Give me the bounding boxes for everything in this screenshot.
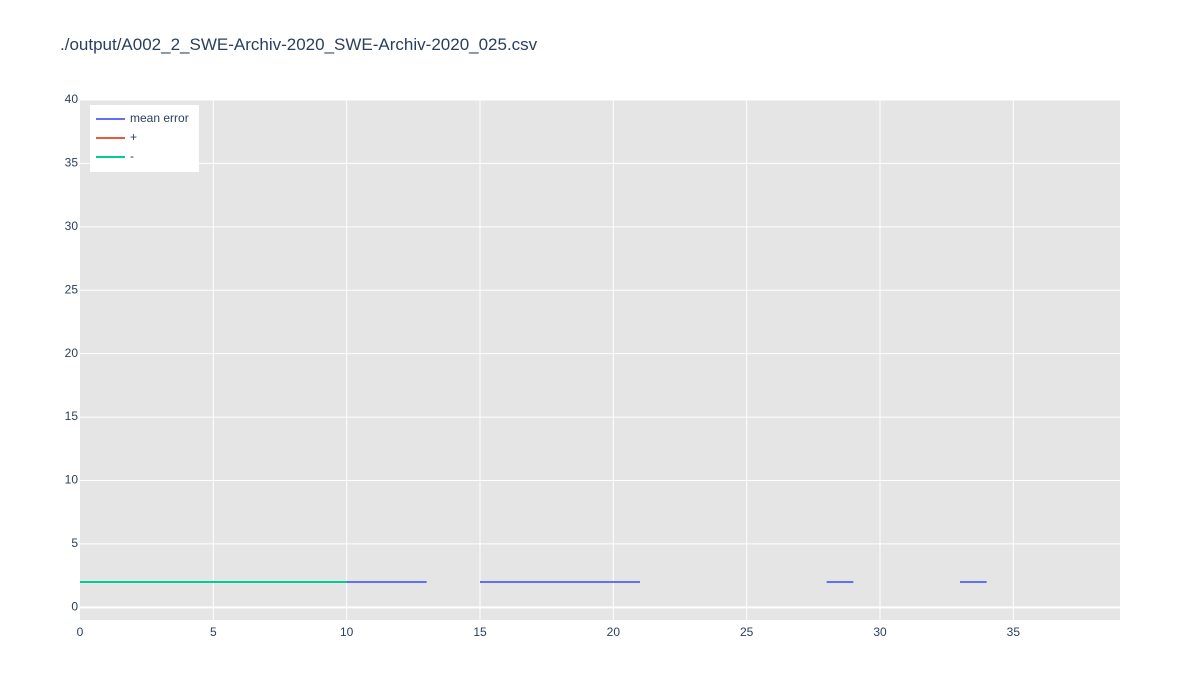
legend[interactable]: mean error + - — [90, 105, 199, 172]
x-tick-label: 0 — [77, 625, 84, 639]
legend-label: + — [130, 130, 137, 144]
legend-label: - — [130, 149, 134, 163]
x-tick-label: 5 — [210, 625, 217, 639]
x-tick-label: 25 — [740, 625, 754, 639]
y-tick-label: 25 — [65, 282, 79, 296]
x-tick-label: 35 — [1007, 625, 1021, 639]
y-tick-label: 5 — [71, 536, 78, 550]
plot-area — [80, 100, 1120, 620]
x-tick-label: 20 — [607, 625, 621, 639]
tick-labels: 0 5 10 15 20 25 30 35 0 5 10 15 20 25 30 35 40 — [65, 92, 1021, 639]
y-tick-label: 35 — [65, 156, 79, 170]
y-tick-label: 10 — [65, 473, 79, 487]
y-tick-label: 20 — [65, 346, 79, 360]
legend-item[interactable]: - — [96, 149, 134, 163]
y-tick-label: 40 — [65, 92, 79, 106]
x-tick-label: 15 — [473, 625, 487, 639]
x-tick-label: 30 — [873, 625, 887, 639]
y-tick-label: 30 — [65, 219, 79, 233]
x-tick-label: 10 — [340, 625, 354, 639]
chart-title: ./output/A002_2_SWE-Archiv-2020_SWE-Arch… — [60, 35, 538, 54]
legend-item[interactable]: + — [96, 130, 137, 144]
legend-item[interactable]: mean error — [96, 111, 189, 125]
y-tick-label: 15 — [65, 409, 79, 423]
grid — [80, 99, 1120, 620]
y-tick-label: 0 — [71, 599, 78, 613]
legend-label: mean error — [130, 111, 189, 125]
